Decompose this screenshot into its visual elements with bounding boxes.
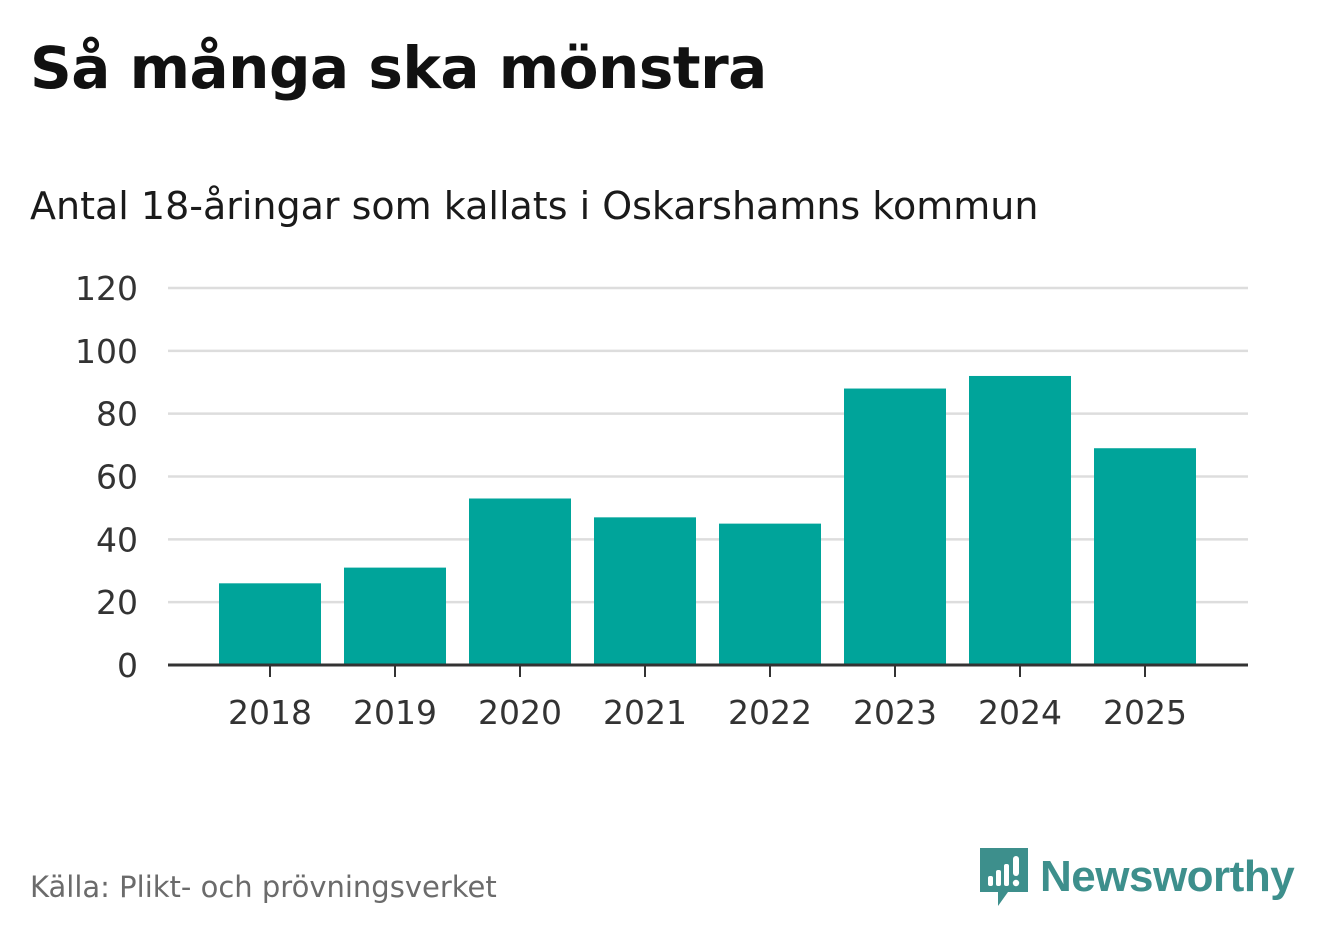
x-tick-label: 2025 [1103, 693, 1187, 732]
brand-name: Newsworthy [1040, 852, 1295, 901]
x-tick-label: 2024 [978, 693, 1062, 732]
y-tick-label: 120 [75, 269, 138, 308]
y-tick-label: 0 [117, 646, 138, 685]
x-axis-ticks: 2018 2019 2020 2021 2022 2023 2024 2025 [228, 665, 1187, 732]
x-tick-label: 2021 [603, 693, 687, 732]
bar-2023 [844, 388, 946, 665]
bar-2018 [219, 583, 321, 665]
bars [219, 375, 1196, 665]
y-tick-label: 100 [75, 332, 138, 371]
bar-2019 [344, 567, 446, 665]
y-tick-label: 20 [96, 583, 138, 622]
bar-2024 [969, 375, 1071, 665]
bar-2020 [469, 498, 571, 665]
source-note: Källa: Plikt- och prövningsverket [30, 870, 497, 904]
chart-subtitle: Antal 18-åringar som kallats i Oskarsham… [30, 184, 1039, 228]
newsworthy-logo-icon [980, 848, 1028, 906]
gridlines [168, 286, 1248, 604]
chart-title: Så många ska mönstra [30, 34, 767, 102]
brand-logo: Newsworthy [980, 848, 1295, 906]
x-tick-label: 2018 [228, 693, 312, 732]
bar-2025 [1094, 448, 1196, 665]
bar-2021 [594, 517, 696, 665]
bar-2022 [719, 523, 821, 665]
x-tick-label: 2020 [478, 693, 562, 732]
x-tick-label: 2019 [353, 693, 437, 732]
y-tick-label: 60 [96, 458, 138, 497]
y-tick-label: 80 [96, 395, 138, 434]
x-tick-label: 2022 [728, 693, 812, 732]
x-tick-label: 2023 [853, 693, 937, 732]
y-axis-ticks: 0 20 40 60 80 100 120 [75, 269, 138, 685]
y-tick-label: 40 [96, 520, 138, 559]
